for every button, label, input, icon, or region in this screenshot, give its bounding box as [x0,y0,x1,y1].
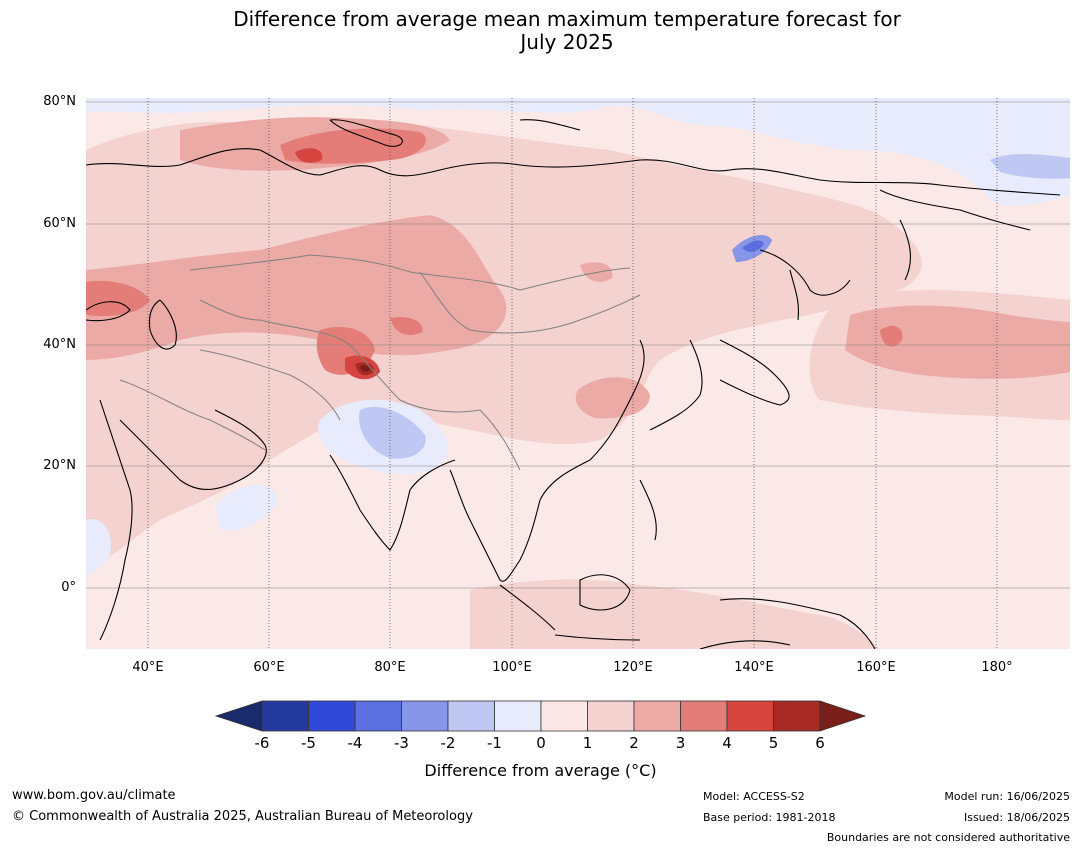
colorbar-tick-label: 0 [536,734,546,752]
east-africa-cool-anomaly [86,519,111,575]
colorbar-box [401,700,449,732]
lon-label-140e: 140°E [734,660,774,675]
colorbar-tick-label: 4 [722,734,732,752]
lat-label-0: 0° [61,580,76,595]
colorbar-tick-label: -4 [347,734,363,752]
india-cool-core [359,406,426,459]
east-china-warm-anomaly-2-3 [575,377,650,419]
lon-label-180: 180° [981,660,1013,675]
base-period-text: Base period: 1981-2018 [703,811,836,824]
colorbar-box [540,700,588,732]
tibet-warm-anomaly-3-4 [390,316,423,336]
colorbar-box [261,700,309,732]
lat-label-60n: 60°N [43,216,76,231]
colorbar-box [308,700,356,732]
lon-label-120e: 120°E [613,660,653,675]
lat-label-40n: 40°N [43,337,76,352]
colorbar-tick-label: -1 [487,734,502,752]
arctic-cool-anomaly [86,98,1070,206]
model-text: Model: ACCESS-S2 [703,790,805,803]
colorbar-tick-label: -6 [254,734,270,752]
colorbar-box [680,700,728,732]
colorbar-box [494,700,542,732]
meridian-lines [147,98,998,649]
colorbar-tick-label: 6 [815,734,825,752]
model-run-text: Model run: 16/06/2025 [944,790,1070,803]
colorbar-box [447,700,495,732]
colorbar-box [587,700,635,732]
colorbar-low-extend [214,700,263,732]
copyright-text: © Commonwealth of Australia 2025, Austra… [12,809,473,824]
colorbar-high-extend [819,700,867,732]
disclaimer-text: Boundaries are not considered authoritat… [826,831,1070,844]
pacific-warm-anomaly-3-4 [880,325,903,347]
colorbar-box [726,700,774,732]
karakoram-warm-anomaly-over-6 [360,365,370,372]
lon-label-40e: 40°E [132,660,164,675]
issued-text: Issued: 18/06/2025 [963,811,1070,824]
colorbar-label: Difference from average (°C) [424,761,657,780]
colorbar-tick-label: -5 [301,734,316,752]
title-line-1: Difference from average mean maximum tem… [233,7,901,31]
colorbar-box [354,700,402,732]
arabian-sea-cool-anomaly [215,484,278,531]
lon-label-100e: 100°E [492,660,532,675]
lon-label-80e: 80°E [374,660,406,675]
lat-label-20n: 20°N [43,458,76,473]
south-east-asia-warm-anomaly-1-2 [470,579,880,649]
colorbar-box [633,700,681,732]
eurasia-warm-anomaly-1-2 [86,120,922,570]
east-siberian-sea-cool-anomaly [990,154,1070,179]
title-line-2: July 2025 [520,30,614,54]
caspian-warm-anomaly-3-4 [86,280,150,317]
chart-title: Difference from average mean maximum tem… [0,8,1081,54]
colorbar-tick-label: -2 [440,734,456,752]
lat-label-80n: 80°N [43,94,76,109]
colorbar-box [773,700,821,732]
colorbar-tick-label: 2 [629,734,639,752]
kara-sea-warm-anomaly-4-5 [295,148,323,163]
national-boundaries [119,254,641,471]
pacific-warm-anomaly-2-3 [845,305,1070,379]
colorbar-tick-label: -3 [394,734,409,752]
colorbar-tick-label: 5 [768,734,779,752]
lon-label-60e: 60°E [253,660,285,675]
website-link[interactable]: www.bom.gov.au/climate [12,788,176,803]
colorbar-tick-label: 1 [582,734,593,752]
coastlines [86,119,1061,649]
lon-label-160e: 160°E [856,660,896,675]
okhotsk-cool-core [742,240,764,252]
colorbar-tick-label: 3 [675,734,686,752]
